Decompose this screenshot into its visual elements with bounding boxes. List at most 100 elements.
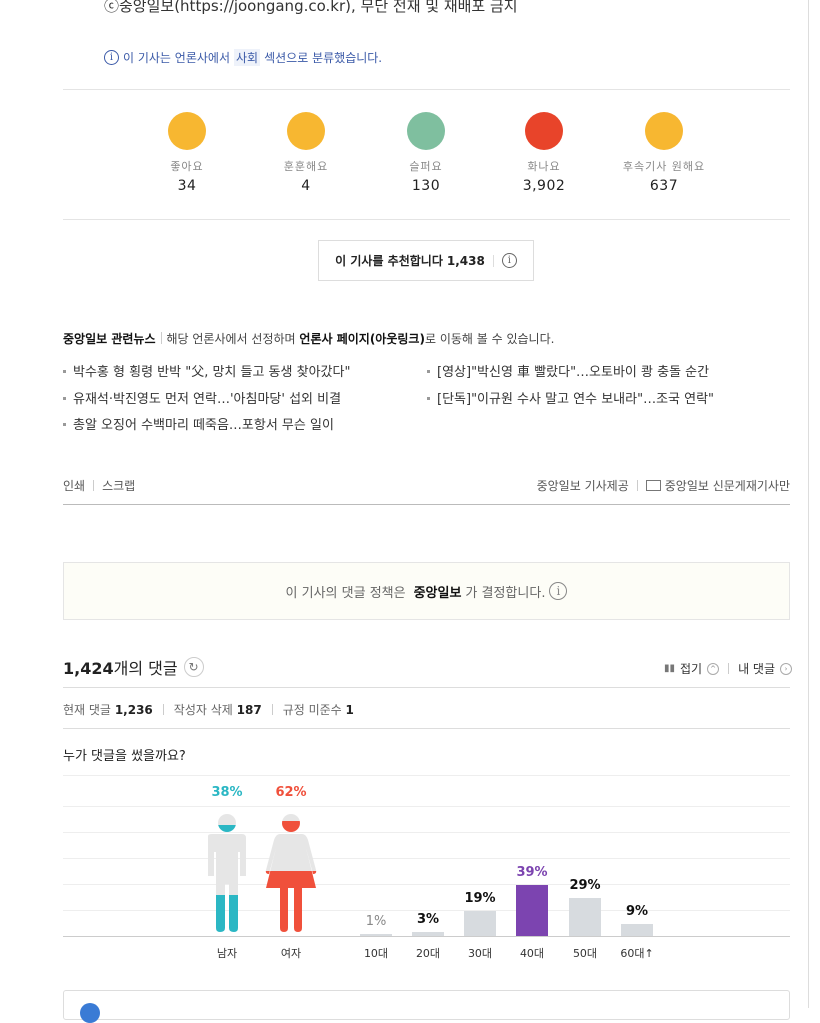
reaction-label: 훈훈해요 [283, 160, 329, 173]
chevron-right-icon[interactable]: › [780, 662, 792, 675]
baseline [63, 936, 790, 937]
reaction-0[interactable]: 좋아요 34 [127, 112, 247, 194]
divider [63, 728, 790, 729]
article-tools-right: 중앙일보 기사제공 중앙일보 신문게재기사만 [537, 477, 790, 494]
age-pct-label: 3% [416, 912, 440, 928]
section-note-pre: 이 기사는 언론사에서 [123, 51, 230, 65]
sad-emoji-icon [407, 112, 445, 150]
age-pct-label: 9% [625, 904, 649, 920]
reaction-3[interactable]: 화나요 3,902 [484, 112, 604, 194]
comment-policy-box: 이 기사의 댓글 정책은 중앙일보 가 결정합니다. i [63, 562, 790, 620]
age-label: 30대 [467, 947, 493, 960]
newspaper-icon [645, 480, 661, 491]
info-icon: i [104, 50, 119, 65]
related-news-title: 중앙일보 관련뉴스 [63, 332, 156, 346]
refresh-icon[interactable]: ↻ [183, 657, 204, 677]
gridline [63, 832, 790, 833]
copyright-text: ⓒ중앙일보(https://joongang.co.kr), 무단 전재 및 재… [104, 0, 518, 15]
glasses-emoji-icon [645, 112, 683, 150]
reaction-count: 3,902 [522, 178, 566, 194]
comment-count-title: 1,424개의 댓글 ↻ [63, 655, 204, 679]
globe-icon [80, 1003, 100, 1023]
divider [63, 504, 790, 505]
section-note-post: 섹션으로 분류했습니다. [264, 51, 383, 65]
reaction-count: 4 [301, 178, 311, 194]
age-pct-label: 39% [516, 864, 548, 880]
stat-violation: 규정 미준수 1 [282, 703, 354, 717]
related-news-header: 중앙일보 관련뉴스 해당 언론사에서 선정하며 언론사 페이지(아웃링크)로 이동… [63, 330, 554, 347]
related-news-link[interactable]: [단독]"이규원 수사 말고 연수 보내라"…조국 연락" [427, 388, 714, 407]
fold-button[interactable]: 접기 [679, 662, 703, 676]
section-link[interactable]: 사회 [234, 49, 261, 66]
gridline [63, 910, 790, 911]
reaction-label: 화나요 [527, 160, 561, 173]
male-figure [208, 814, 246, 932]
age-label: 40대 [519, 947, 545, 960]
comment-stats: 현재 댓글 1,236 작성자 삭제 187 규정 미준수 1 [63, 701, 354, 718]
age-bar [516, 884, 548, 936]
comment-count-suffix: 개의 댓글 [113, 659, 178, 678]
page-divider [808, 0, 809, 1008]
section-note: i 이 기사는 언론사에서 사회 섹션으로 분류했습니다. [104, 49, 382, 66]
comment-count: 1,424 [63, 659, 114, 678]
print-button[interactable]: 인쇄 [63, 479, 86, 493]
scrap-button[interactable]: 스크랩 [102, 479, 136, 493]
provider-link[interactable]: 중앙일보 기사제공 [536, 479, 629, 493]
age-bar [464, 911, 496, 936]
angry-emoji-icon [525, 112, 563, 150]
age-bar [569, 898, 601, 936]
reaction-count: 637 [649, 178, 679, 194]
policy-text: 이 기사의 댓글 정책은 [285, 585, 406, 601]
outlink-text: 언론사 페이지(아웃링크) [299, 332, 425, 346]
divider [63, 89, 790, 90]
gender-pct-label: 38% [211, 785, 243, 800]
comment-actions: ▮▮ 접기 ^ 내 댓글 › [664, 660, 792, 677]
age-pct-label: 19% [464, 891, 496, 907]
reaction-label: 좋아요 [170, 160, 204, 173]
divider [63, 687, 790, 688]
stat-deleted: 작성자 삭제 187 [173, 703, 262, 717]
related-news-link[interactable]: [영상]"박신영 車 빨랐다"…오토바이 쾅 충돌 순간 [427, 361, 709, 380]
recommend-button[interactable]: 이 기사를 추천합니다 1,438 i [318, 240, 534, 281]
demographics-title: 누가 댓글을 썼을까요? [63, 749, 186, 764]
age-label: 20대 [415, 947, 441, 960]
stat-current: 현재 댓글 1,236 [63, 703, 153, 717]
my-comments-button[interactable]: 내 댓글 [738, 662, 775, 676]
age-bar [621, 924, 653, 936]
related-news-link[interactable]: 박수홍 형 횡령 반박 "父, 망치 들고 동생 찾아갔다" [63, 361, 350, 380]
gridline [63, 884, 790, 885]
age-label: 10대 [363, 947, 389, 960]
age-label: 60대↑ [620, 947, 654, 960]
recommend-label: 이 기사를 추천합니다 [335, 254, 443, 268]
chevron-up-icon[interactable]: ^ [707, 662, 720, 675]
gender-pct-label: 62% [275, 785, 307, 800]
age-label: 50대 [572, 947, 598, 960]
reaction-4[interactable]: 후속기사 원해요 637 [604, 112, 724, 194]
policy-text-post: 가 결정합니다. [465, 585, 546, 601]
article-tools-left: 인쇄 스크랩 [63, 477, 135, 494]
related-desc-post: 로 이동해 볼 수 있습니다. [424, 332, 555, 346]
paper-articles-link[interactable]: 중앙일보 신문게재기사만 [664, 479, 790, 493]
related-news-link[interactable]: 유재석·박진영도 먼저 연락…'아침마당' 섭외 비결 [63, 388, 341, 407]
gridline [63, 806, 790, 807]
smile-emoji-icon [168, 112, 206, 150]
gender-label: 남자 [216, 947, 238, 960]
reaction-1[interactable]: 훈훈해요 4 [246, 112, 366, 194]
related-desc: 해당 언론사에서 선정하며 [166, 332, 296, 346]
info-icon[interactable]: i [549, 582, 568, 600]
age-bar [360, 934, 392, 936]
age-bar [412, 932, 444, 936]
age-pct-label: 1% [365, 914, 387, 929]
reaction-label: 후속기사 원해요 [622, 160, 706, 173]
reaction-count: 34 [177, 178, 197, 194]
related-news-link[interactable]: 총알 오징어 수백마리 떼죽음…포항서 무슨 일이 [63, 414, 334, 433]
gridline [63, 775, 790, 776]
comment-input-box[interactable] [63, 990, 790, 1023]
reaction-label: 슬퍼요 [409, 160, 443, 173]
reaction-2[interactable]: 슬퍼요 130 [366, 112, 486, 194]
policy-publisher: 중앙일보 [413, 585, 462, 601]
separator [492, 254, 494, 267]
info-icon[interactable]: i [501, 253, 517, 268]
warm-emoji-icon [287, 112, 325, 150]
gridline [63, 858, 790, 859]
